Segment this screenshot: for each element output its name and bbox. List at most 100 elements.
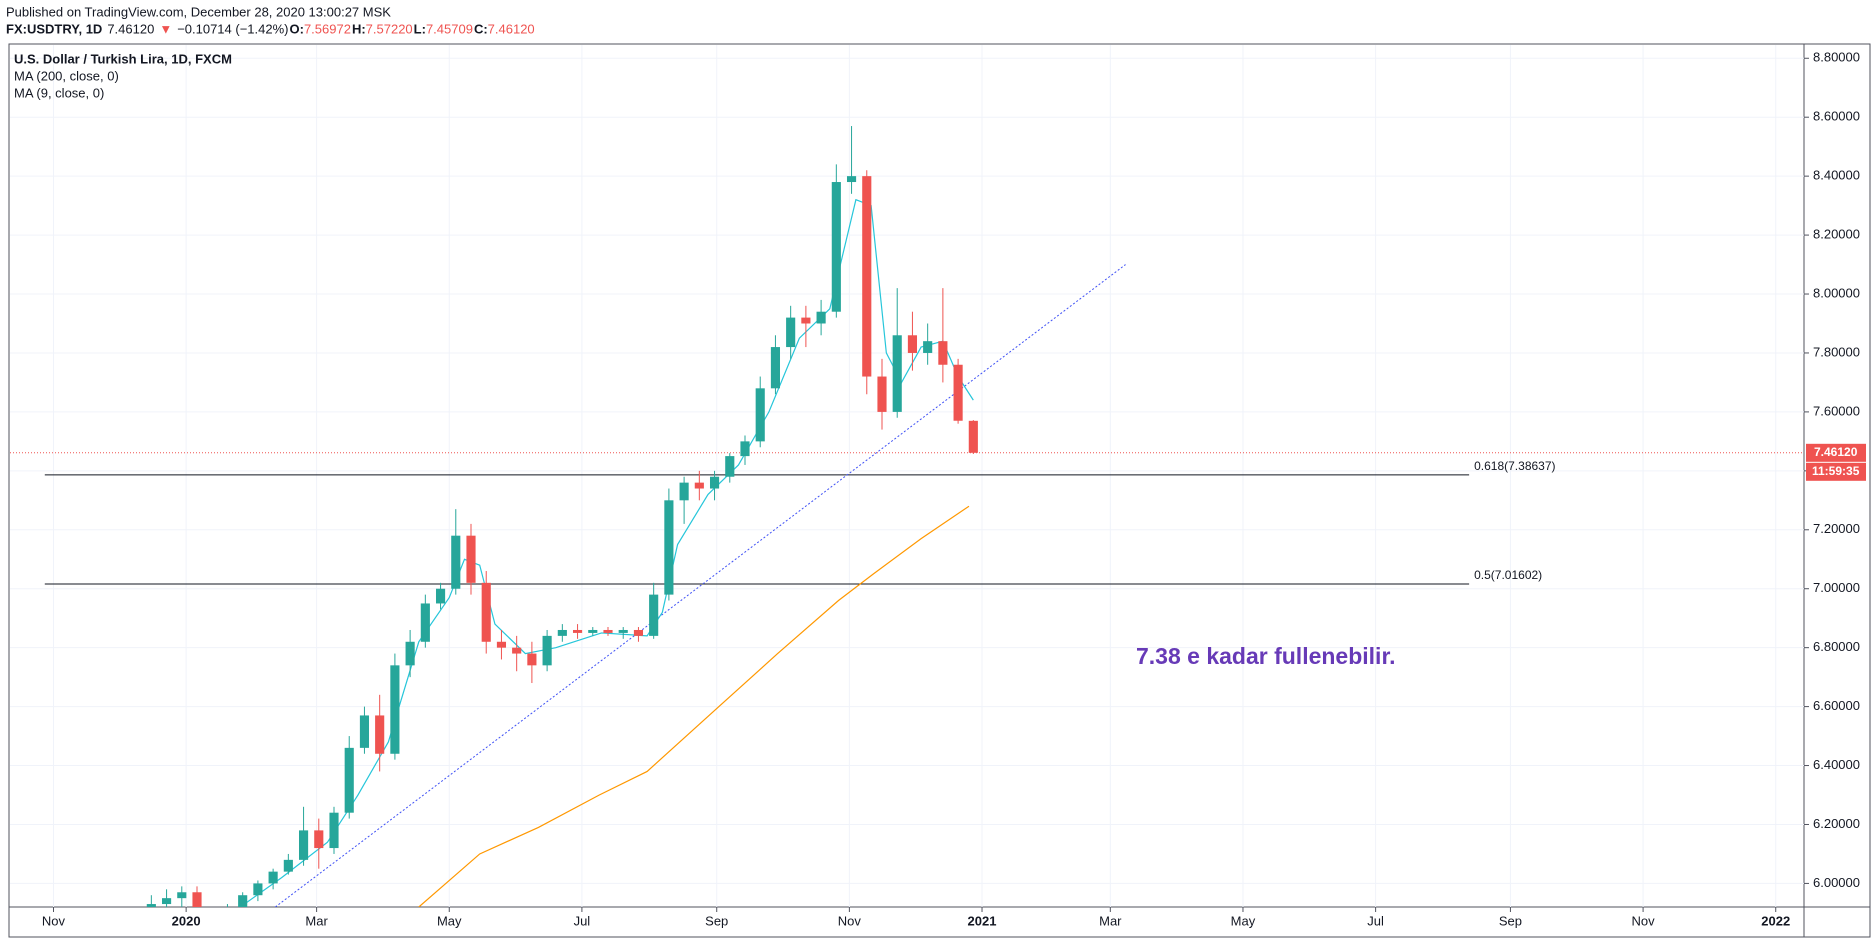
trendline (274, 264, 1126, 907)
y-tick-label: 6.60000 (1813, 698, 1860, 713)
x-tick-label: Mar (305, 913, 328, 928)
candle-body (679, 482, 689, 501)
candle-body (740, 441, 750, 457)
candle-body (405, 641, 415, 666)
last-price: 7.46120 (107, 21, 154, 36)
ohlc-key: O: (290, 21, 304, 36)
candle-body (542, 635, 552, 666)
candle-body (694, 482, 704, 489)
candle-body (390, 665, 400, 754)
y-tick-label: 8.20000 (1813, 227, 1860, 242)
ohlc-value: 7.46120 (488, 21, 535, 36)
x-tick-label: May (437, 913, 462, 928)
candle-body (344, 747, 354, 813)
candle-body (725, 456, 735, 477)
y-tick-label: 6.00000 (1813, 875, 1860, 890)
y-tick-label: 8.40000 (1813, 168, 1860, 183)
candle-body (223, 907, 232, 922)
plot (44, 126, 1470, 937)
candle-body (192, 892, 202, 907)
candle-body (177, 892, 187, 899)
fib-label: 0.5(7.01602) (1474, 568, 1542, 582)
candle-body (466, 535, 476, 583)
countdown-box (1806, 462, 1866, 481)
x-tick-label: Nov (838, 913, 862, 928)
x-tick-label: Mar (1099, 913, 1122, 928)
candle-body (253, 883, 263, 896)
candle-body (603, 629, 613, 633)
y-tick-label: 7.60000 (1813, 403, 1860, 418)
candle-body (298, 830, 309, 860)
candle-body (831, 182, 841, 312)
candle-body (208, 919, 217, 922)
candle-body (801, 317, 811, 324)
candle-body (938, 341, 948, 365)
ohlc-key: H: (352, 21, 366, 36)
candle-body (557, 629, 567, 636)
axes: 6.00000 6.20000 6.40000 6.60000 6.80000 7.000… (42, 50, 1866, 928)
x-tick-label: 2021 (968, 913, 997, 928)
y-tick-label: 6.80000 (1813, 639, 1860, 654)
candle-body (633, 629, 644, 636)
candle-body (420, 603, 430, 642)
x-tick-label: 2020 (172, 913, 201, 928)
candle-body (846, 176, 857, 183)
y-tick-label: 8.00000 (1813, 285, 1860, 300)
candle-body (132, 919, 141, 931)
x-tick-label: Nov (1632, 913, 1656, 928)
y-tick-label: 8.80000 (1813, 50, 1860, 65)
y-tick-label: 7.20000 (1813, 521, 1860, 536)
candle-body (329, 812, 339, 849)
candle-body (238, 895, 248, 907)
change-arrow: ▼ (159, 21, 172, 36)
x-tick-label: Sep (705, 913, 728, 928)
published: Published on TradingView.com, December 2… (6, 4, 391, 19)
candle-body (892, 335, 902, 412)
candle-body (268, 871, 278, 884)
candle-body (283, 859, 293, 872)
candle-body (923, 341, 933, 353)
candle-body (116, 931, 125, 937)
candle-body (618, 629, 628, 633)
x-tick-label: Jul (574, 913, 591, 928)
frame (8, 43, 1871, 938)
candle-body (512, 647, 522, 654)
y-tick-label: 7.00000 (1813, 580, 1860, 595)
moving-average (239, 198, 974, 907)
candle-body (816, 311, 826, 324)
candle-body (755, 388, 765, 442)
chart-title: U.S. Dollar / Turkish Lira, 1D, FXCM (14, 51, 232, 66)
candle-body (770, 347, 781, 389)
candle-body (162, 898, 172, 905)
ohlc-key: L: (414, 21, 426, 36)
x-tick-label: May (1231, 913, 1256, 928)
candle-body (146, 904, 156, 907)
ohlc-value: 7.56972 (304, 21, 351, 36)
y-tick-label: 8.60000 (1813, 109, 1860, 124)
legend-entry: MA (200, close, 0) (14, 68, 119, 83)
candle-body (435, 588, 446, 604)
ohlc-value: 7.45709 (426, 21, 473, 36)
candle-body (786, 317, 796, 348)
price-label-box (1806, 443, 1866, 462)
candle-body (649, 594, 659, 636)
candle-body (481, 582, 491, 642)
ohlc-value: 7.57220 (366, 21, 413, 36)
legend-entry: MA (9, close, 0) (14, 85, 104, 100)
x-tick-label: Jul (1367, 913, 1384, 928)
fib-label: 0.618(7.38637) (1474, 459, 1555, 473)
candle-body (664, 500, 674, 595)
symbol: FX:USDTRY, 1D (6, 21, 102, 36)
change: −0.10714 (−1.42%) (177, 21, 288, 36)
candle-body (953, 364, 963, 421)
y-tick-label: 6.40000 (1813, 757, 1860, 772)
grid (10, 45, 1804, 907)
x-tick-label: Sep (1499, 913, 1522, 928)
candle-body (496, 641, 507, 648)
x-tick-label: Nov (42, 913, 66, 928)
header-quote: FX:USDTRY, 1D 7.46120 ▼ −0.10714 (−1.42%) O:… (6, 21, 535, 36)
candle-body (709, 476, 720, 489)
candle-body (375, 715, 385, 754)
